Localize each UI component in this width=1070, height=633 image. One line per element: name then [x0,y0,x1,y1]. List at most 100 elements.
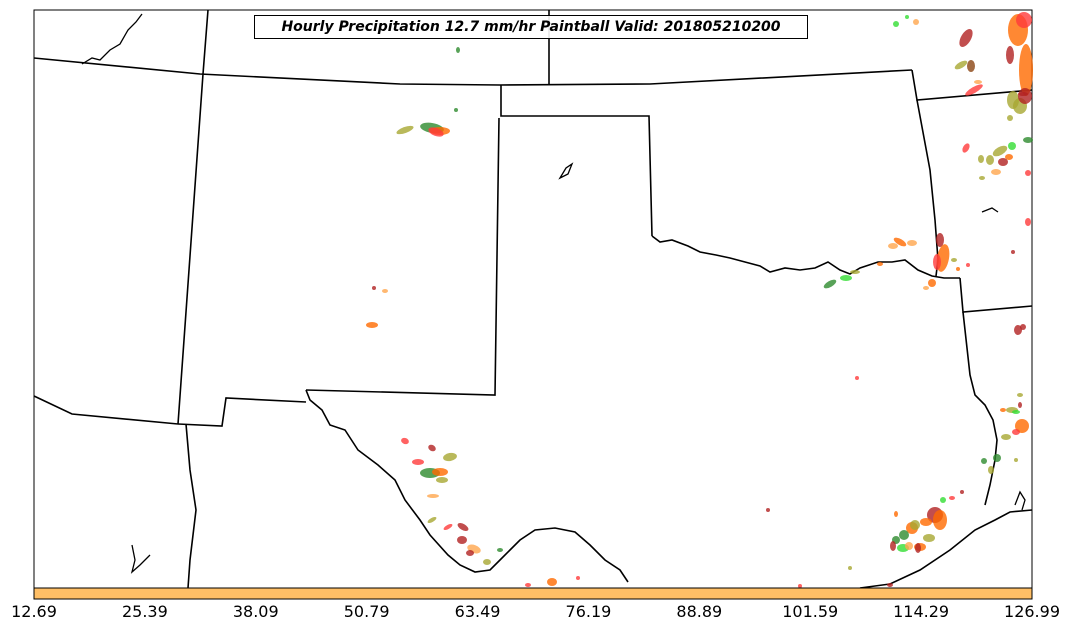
precipitation-blob [988,466,994,474]
precipitation-blob [840,275,852,281]
precipitation-blob [936,233,944,247]
precipitation-blob [366,322,378,328]
precipitation-blob [940,497,946,503]
precipitation-blob [1005,154,1013,160]
precipitation-blob [427,494,439,498]
precipitation-blob [907,240,917,246]
precipitation-blob [1014,458,1018,462]
precipitation-blob [1018,92,1028,96]
precipitation-blob [949,496,955,500]
colorbar-tick-label: 126.99 [1004,602,1060,621]
precipitation-blob [1018,88,1032,104]
precipitation-blob [1017,393,1023,397]
precipitation-blob [1008,142,1016,150]
colorbar-tick-label: 101.59 [782,602,839,621]
border-new-mexico-east [305,117,500,396]
precipitation-blob [894,511,898,517]
precipitation-blob [1007,115,1013,121]
precipitation-blob [428,127,444,137]
mexico-lake-outline [130,544,151,574]
great-salt-lake-outline [81,13,143,65]
precipitation-blob [979,176,985,180]
colorbar [33,587,1033,600]
border-mexico-west [185,423,197,589]
precipitation-blob [1000,408,1006,412]
precipitation-blob [1012,410,1020,414]
precipitation-blob [1012,429,1020,435]
precipitation-blob [1025,170,1031,176]
precipitation-blob [981,458,987,464]
precipitation-blob [428,444,436,452]
precipitation-blob [1018,402,1022,408]
precipitation-blob [432,468,448,476]
precipitation-blob [1014,325,1022,335]
precipitation-blob [457,523,469,531]
precipitation-blob [951,258,957,262]
precipitation-blob [823,279,837,289]
arkansas-lake-outline [981,207,999,213]
lake-oklahoma-outline [558,162,574,180]
border-new-mexico-south [305,389,629,583]
precipitation-blob [466,550,474,556]
border-texas-east [962,311,998,506]
precipitation-blob [965,84,983,96]
colorbar-tick-label: 88.89 [676,602,723,621]
precipitation-blob [576,576,580,580]
precipitation-blob [890,541,896,551]
precipitation-blob [855,376,859,380]
precipitation-blob [396,125,414,135]
precipitation-blob [992,145,1008,157]
precipitation-blob [457,536,467,544]
precipitation-blob [848,566,852,570]
precipitation-blob [877,262,883,266]
map-title: Hourly Precipitation 12.7 mm/hr Paintbal… [254,15,808,39]
colorbar-tick-label: 50.79 [343,602,390,621]
border-red-river [651,235,960,279]
precipitation-blob [412,459,424,465]
precipitation-blob [1015,419,1029,433]
border-gulf-coast [859,509,1033,589]
colorbar-tick-label: 76.19 [565,602,612,621]
precipitation-blob [956,267,960,271]
precipitation-blob [443,523,453,531]
border-arizona-south [33,395,179,425]
precipitation-blob [915,543,921,553]
precipitation-blob [372,286,376,290]
precipitation-blob [933,254,941,270]
colorbar-tick-label: 114.29 [893,602,950,621]
precipitation-blob [993,454,1001,462]
border-oklahoma-panhandle [500,85,653,237]
precipitation-blob [913,19,919,25]
precipitation-blob [1011,250,1015,254]
precipitation-blob [954,60,968,70]
precipitation-blob [967,60,975,72]
precipitation-blob [998,158,1008,166]
precipitation-blob [905,15,909,19]
precipitation-blob [920,518,932,526]
precipitation-blob [899,530,909,540]
precipitation-blob [966,263,970,267]
precipitation-blob [483,559,491,565]
precipitation-blob [986,155,994,165]
border-utah-colorado-north [33,57,913,86]
water-outlines [81,13,1026,574]
precipitation-blob [456,47,460,53]
precipitation-blob [1023,137,1033,143]
precipitation-blob [525,583,531,587]
precipitation-blob [928,279,936,287]
colorbar-tick-label: 12.69 [11,602,57,621]
precipitation-blob [1001,434,1011,440]
precipitation-blob [910,520,920,530]
precipitation-blob [1025,218,1031,226]
precipitation-blob [547,578,557,586]
precipitation-blob [933,510,947,530]
border-new-mexico-southwest [177,397,307,427]
precipitation-blob [427,516,437,524]
precipitation-blob [905,542,913,550]
precipitation-blob [1006,46,1014,64]
precipitation-blob [887,583,893,587]
colorbar-tick-label: 63.49 [454,602,501,621]
precipitation-blob [923,286,929,290]
precipitation-blobs [366,12,1033,588]
